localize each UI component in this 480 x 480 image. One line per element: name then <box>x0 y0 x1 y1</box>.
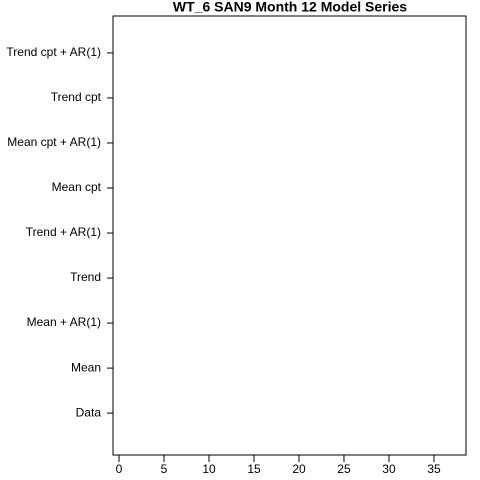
x-tick-label: 30 <box>382 462 396 476</box>
x-tick-label: 0 <box>116 462 123 476</box>
chart-title: WT_6 SAN9 Month 12 Model Series <box>173 0 407 15</box>
y-tick-label: Data <box>76 405 102 419</box>
y-tick-label: Mean + AR(1) <box>27 315 101 329</box>
y-tick-label: Mean cpt + AR(1) <box>7 135 101 149</box>
x-tick-label: 25 <box>337 462 351 476</box>
plot-box <box>112 15 467 456</box>
x-tick-label: 10 <box>202 462 216 476</box>
x-tick-label: 15 <box>247 462 261 476</box>
y-tick-label: Trend cpt + AR(1) <box>6 45 101 59</box>
y-tick-label: Mean cpt <box>52 180 102 194</box>
y-tick-label: Mean <box>71 360 101 374</box>
x-tick-label: 20 <box>292 462 306 476</box>
x-tick-label: 5 <box>161 462 168 476</box>
y-tick-label: Trend cpt <box>51 90 102 104</box>
x-tick-label: 35 <box>427 462 441 476</box>
y-tick-label: Trend <box>70 270 101 284</box>
y-tick-label: Trend + AR(1) <box>26 225 101 239</box>
